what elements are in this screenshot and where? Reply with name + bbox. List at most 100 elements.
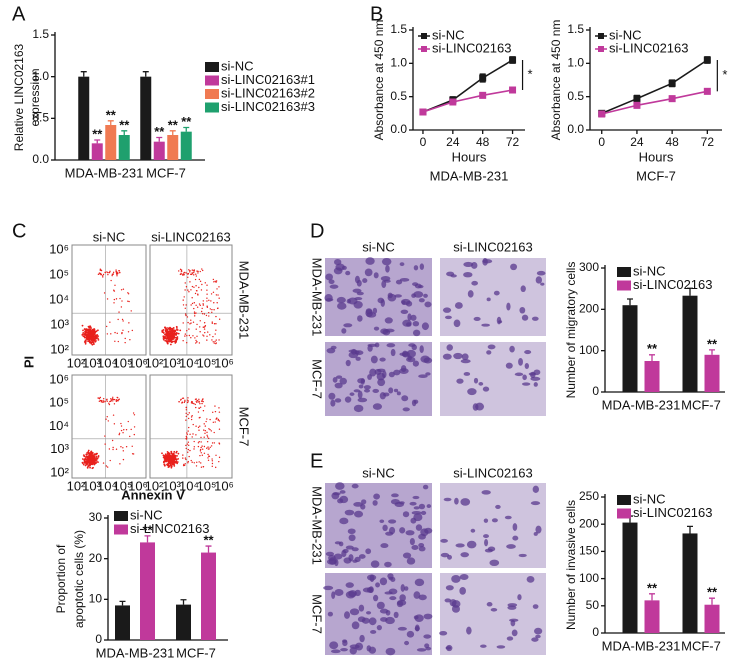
cell	[418, 285, 424, 289]
dot	[97, 461, 99, 464]
dot	[193, 315, 196, 317]
cell	[388, 387, 394, 394]
cell	[423, 634, 432, 639]
dot	[112, 273, 114, 276]
error-bar	[709, 349, 715, 355]
cell	[385, 647, 396, 656]
subtitle: MCF-7	[636, 168, 676, 183]
cell	[357, 378, 366, 384]
cell	[382, 329, 391, 336]
bar	[105, 125, 117, 160]
dot	[187, 276, 189, 278]
dot	[193, 448, 195, 450]
dot	[117, 340, 119, 343]
dot	[91, 343, 94, 346]
dot	[214, 466, 217, 469]
cell	[506, 302, 511, 311]
x-tick-label: 10²	[67, 355, 86, 370]
cell	[340, 648, 348, 652]
dot	[172, 459, 175, 462]
cell	[489, 559, 500, 567]
cell	[442, 353, 452, 360]
dot	[187, 321, 189, 324]
dot	[85, 334, 88, 336]
x-tick-label: 10²	[67, 478, 86, 493]
cell	[418, 374, 428, 379]
dot	[216, 417, 218, 419]
dot	[162, 335, 165, 338]
dot	[215, 339, 217, 341]
dot	[89, 466, 91, 469]
dot	[206, 436, 209, 438]
y-axis-label: PI	[21, 356, 36, 368]
cell	[342, 548, 349, 554]
dot	[130, 310, 132, 312]
cell	[372, 388, 380, 394]
dot	[90, 342, 93, 345]
legend-swatch	[205, 89, 219, 99]
cell	[341, 328, 347, 334]
dot	[207, 455, 210, 457]
dot	[201, 454, 204, 456]
cell	[533, 382, 538, 387]
cell	[336, 375, 343, 379]
dot	[199, 448, 202, 451]
dot	[190, 459, 192, 462]
dot	[202, 326, 204, 328]
legend-label: si-LINC02163#2	[221, 85, 315, 100]
cell	[381, 257, 392, 266]
column-label: si-LINC02163	[453, 465, 533, 480]
cell	[526, 576, 535, 583]
dot	[183, 272, 185, 274]
cell	[352, 288, 362, 293]
y-axis-label: Relative LINC02163	[12, 43, 26, 151]
cell	[419, 345, 424, 354]
dot	[187, 460, 189, 463]
cell	[420, 510, 427, 516]
y-tick-label: 10	[89, 592, 103, 606]
dot	[197, 270, 199, 273]
dot	[171, 455, 173, 458]
dot	[173, 455, 176, 458]
dot	[189, 433, 191, 436]
cell	[368, 617, 377, 626]
dot	[102, 275, 104, 277]
y-tick-label: 10⁶	[49, 241, 69, 256]
cell	[385, 531, 394, 536]
cells	[326, 342, 433, 413]
dot	[209, 428, 211, 431]
y-tick-label: 200	[579, 516, 599, 530]
dot	[186, 335, 188, 337]
dot	[99, 269, 102, 272]
column-label: si-LINC02163	[453, 239, 533, 254]
y-tick-label: 150	[579, 544, 599, 558]
dot	[83, 461, 86, 464]
dot	[200, 462, 202, 464]
y-tick-label: 0.5	[390, 89, 407, 103]
cell	[327, 611, 333, 617]
dot	[190, 273, 192, 276]
cell	[386, 343, 396, 348]
dot	[211, 322, 213, 324]
dot	[180, 398, 182, 401]
legend-label: si-NC	[633, 263, 666, 278]
dot	[176, 332, 178, 335]
column-label: si-NC	[362, 465, 395, 480]
dot	[172, 332, 174, 335]
dot	[125, 429, 128, 431]
x-tick-label: 10⁶	[128, 478, 148, 493]
cell	[460, 359, 471, 364]
dot	[177, 457, 180, 460]
cell	[368, 646, 377, 654]
dot	[200, 436, 202, 439]
dot	[184, 289, 186, 291]
dot	[90, 454, 93, 457]
cell	[343, 323, 353, 328]
y-axis-label: Number of invasive cells	[564, 500, 578, 630]
dot	[121, 332, 123, 335]
dot	[161, 329, 164, 332]
cell	[355, 356, 361, 361]
dot	[200, 289, 203, 291]
cell	[418, 533, 426, 540]
dot	[164, 333, 167, 336]
